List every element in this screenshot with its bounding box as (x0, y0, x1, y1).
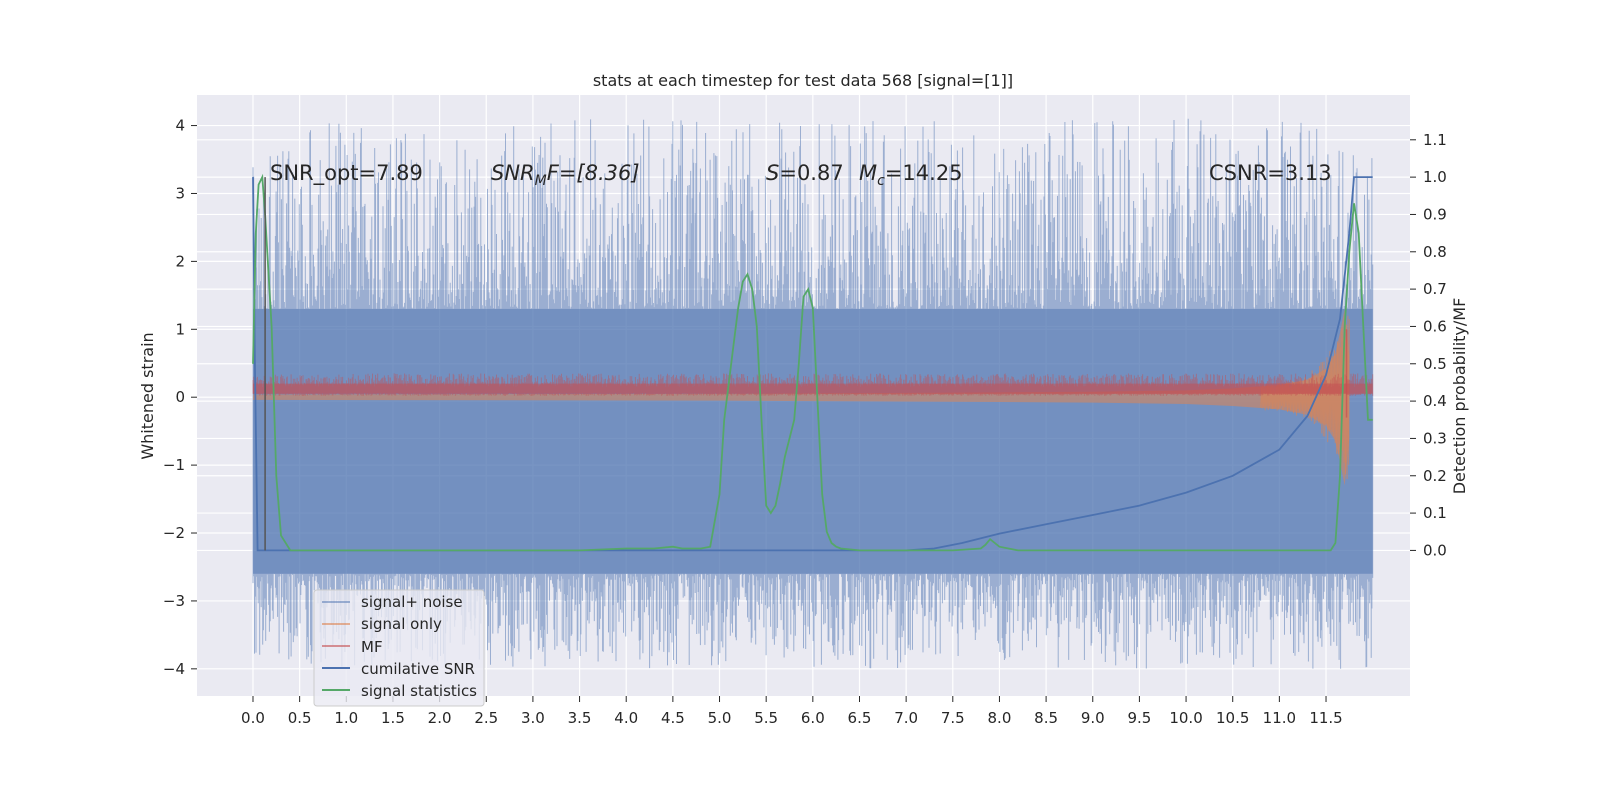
y-right-tick-label: 0.5 (1423, 355, 1447, 373)
chart-title: stats at each timestep for test data 568… (593, 71, 1013, 90)
y-tick-label: −2 (163, 524, 185, 542)
y-axis-label-left: Whitened strain (138, 332, 157, 459)
annotation-s: S=0.87 (766, 161, 844, 185)
right-axis-series (252, 173, 1373, 552)
x-tick-label: 4.5 (661, 709, 685, 727)
x-tick-label: 8.5 (1034, 709, 1058, 727)
x-tick-label: 0.5 (288, 709, 312, 727)
y-axis-ticks-right: 1.1 1.0 0.9 0.8 0.7 0.6 0.5 0.4 0.3 0.2 0.1 0.0 (1410, 131, 1447, 559)
legend-label-signal-plus-noise: signal+ noise (361, 593, 463, 611)
y-right-tick-label: 0.9 (1423, 205, 1447, 223)
x-tick-label: 3.5 (568, 709, 592, 727)
annotation-s-value: =0.87 (779, 161, 843, 185)
series-signal-only (253, 308, 1350, 486)
y-tick-label: −4 (163, 660, 185, 678)
x-tick-label: 8.0 (988, 709, 1012, 727)
y-tick-label: 0 (175, 388, 185, 406)
annotation-snr-opt: SNR_opt=7.89 (270, 161, 423, 186)
annotation-snr-mf: SNRMF=[8.36] (491, 161, 640, 189)
y-tick-label: 2 (175, 252, 185, 270)
annotation-s-symbol: S (766, 161, 779, 185)
legend: signal+ noise signal only MF cumilative … (313, 589, 485, 707)
legend-label-signal-only: signal only (361, 615, 442, 633)
series-signal-statistics-line (252, 173, 1373, 552)
y-axis-ticks-left: 4 3 2 1 0 −1 −2 −3 −4 (163, 117, 197, 678)
annotation-snr-mf-snr: SNR (491, 161, 535, 185)
annotation-mc-value: =14.25 (885, 161, 963, 185)
x-tick-label: 2.5 (474, 709, 498, 727)
x-tick-label: 6.0 (801, 709, 825, 727)
x-axis-ticks: 0.0 0.5 1.0 1.5 2.0 2.5 3.0 3.5 4.0 4.5 5.0 5.5 6.0 6… (241, 696, 1343, 727)
mf-spikes (252, 373, 1374, 396)
x-tick-label: 3.0 (521, 709, 545, 727)
x-tick-label: 7.5 (941, 709, 965, 727)
legend-box (313, 589, 485, 707)
y-tick-label: −1 (163, 456, 185, 474)
x-tick-label: 7.0 (894, 709, 918, 727)
x-tick-label: 9.5 (1127, 709, 1151, 727)
mf-band (252, 383, 1373, 394)
y-right-tick-label: 1.1 (1423, 131, 1447, 149)
y-right-tick-label: 0.7 (1423, 280, 1447, 298)
x-tick-label: 10.5 (1216, 709, 1249, 727)
x-tick-label: 2.0 (428, 709, 452, 727)
y-tick-label: 3 (175, 184, 185, 202)
series-mf (252, 329, 1374, 418)
y-right-tick-label: 0.0 (1423, 541, 1447, 559)
y-axis-label-right: Detection probability/MF (1450, 298, 1469, 495)
x-tick-label: 0.0 (241, 709, 265, 727)
y-tick-label: 1 (175, 320, 185, 338)
legend-label-cumulative-snr: cumilative SNR (361, 660, 475, 678)
y-tick-label: 4 (175, 117, 185, 135)
series-cumulative-snr-line (252, 176, 1373, 552)
signal-only-oscillation (1260, 315, 1350, 480)
x-tick-label: 1.5 (381, 709, 405, 727)
x-tick-label: 5.0 (708, 709, 732, 727)
annotation-snr-mf-value: F=[8.36] (547, 161, 640, 185)
x-tick-label: 10.0 (1169, 709, 1202, 727)
y-right-tick-label: 0.3 (1423, 429, 1447, 447)
y-right-tick-label: 0.6 (1423, 317, 1447, 335)
y-right-tick-label: 1.0 (1423, 168, 1447, 186)
y-right-tick-label: 0.1 (1423, 504, 1447, 522)
y-right-tick-label: 0.8 (1423, 243, 1447, 261)
annotation-mc-subscript: c (877, 173, 885, 189)
x-tick-label: 1.0 (334, 709, 358, 727)
y-tick-label: −3 (163, 592, 185, 610)
legend-label-mf: MF (361, 638, 383, 656)
annotation-mc-symbol: M (859, 161, 877, 185)
x-tick-label: 11.0 (1263, 709, 1296, 727)
x-tick-label: 9.0 (1081, 709, 1105, 727)
y-right-tick-label: 0.4 (1423, 392, 1447, 410)
annotation-snr-mf-subscript: M (535, 173, 547, 189)
x-tick-label: 11.5 (1309, 709, 1342, 727)
y-right-tick-label: 0.2 (1423, 467, 1447, 485)
x-tick-label: 5.5 (754, 709, 778, 727)
legend-label-signal-statistics: signal statistics (361, 682, 477, 700)
annotation-csnr: CSNR=3.13 (1209, 161, 1332, 185)
x-tick-label: 4.0 (614, 709, 638, 727)
signal-only-band (253, 308, 1350, 486)
series-signal-plus-noise (252, 118, 1374, 669)
annotation-mc: Mc=14.25 (859, 161, 963, 189)
x-tick-label: 6.5 (848, 709, 872, 727)
